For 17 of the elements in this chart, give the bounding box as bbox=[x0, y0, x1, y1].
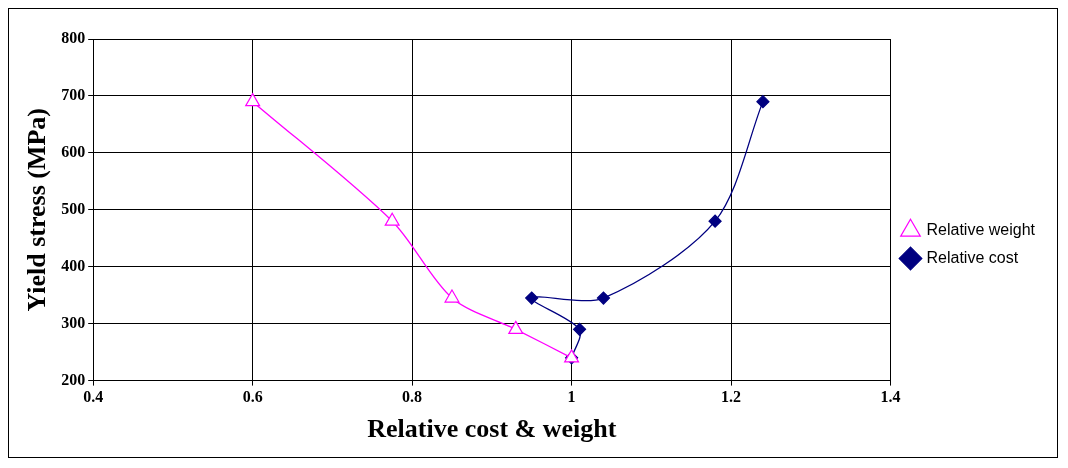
y-tick-label: 500 bbox=[61, 199, 86, 217]
y-tick-label: 200 bbox=[61, 370, 86, 388]
legend-label: Relative weight bbox=[926, 220, 1036, 238]
y-tick-label: 600 bbox=[61, 143, 86, 161]
y-tick-label: 700 bbox=[61, 86, 86, 104]
x-tick-label: 1.2 bbox=[721, 388, 742, 406]
y-tick-label: 400 bbox=[61, 256, 86, 274]
y-tick-label: 300 bbox=[61, 313, 86, 331]
x-tick-label: 0.6 bbox=[242, 388, 263, 406]
legend-label: Relative cost bbox=[926, 248, 1019, 266]
x-tick-label: 1.4 bbox=[880, 388, 901, 406]
x-tick-label: 0.8 bbox=[402, 388, 423, 406]
y-axis-title: Yield stress (MPa) bbox=[22, 107, 52, 312]
x-axis-title: Relative cost & weight bbox=[367, 414, 617, 444]
x-tick-label: 1 bbox=[567, 388, 576, 406]
x-tick-label: 0.4 bbox=[83, 388, 104, 406]
y-tick-label: 800 bbox=[61, 29, 86, 47]
